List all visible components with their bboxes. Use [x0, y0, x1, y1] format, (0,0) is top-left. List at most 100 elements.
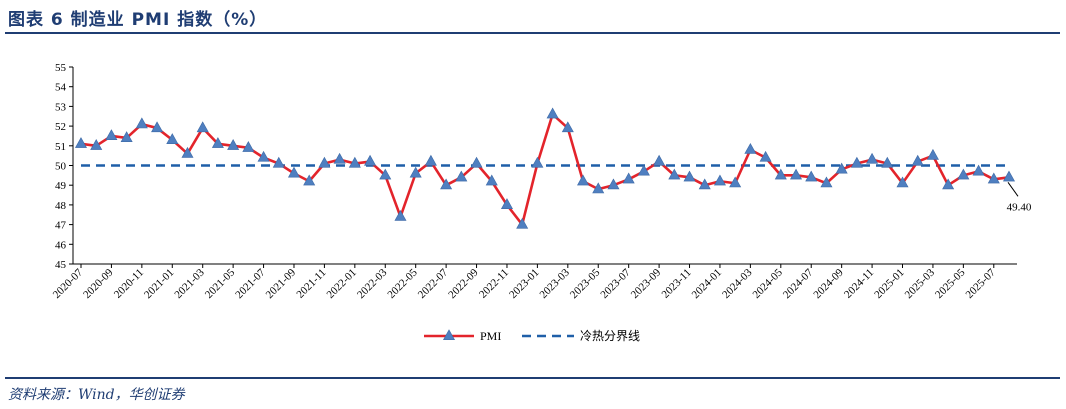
x-tick-label: 2021-05	[203, 266, 238, 301]
pmi-point	[196, 121, 209, 133]
pmi-point	[348, 156, 361, 168]
x-tick-label: 2022-05	[385, 266, 420, 301]
annotation-label: 49.40	[1007, 201, 1032, 213]
pmi-point	[850, 156, 863, 168]
pmi-point	[166, 133, 179, 144]
x-tick-label: 2022-09	[446, 266, 481, 301]
pmi-point	[911, 154, 924, 166]
pmi-point	[668, 168, 681, 180]
pmi-point	[409, 166, 422, 178]
x-tick-label: 2023-05	[568, 266, 603, 301]
pmi-point	[440, 178, 453, 190]
x-tick-label: 2024-11	[842, 267, 876, 301]
pmi-point	[561, 121, 574, 133]
pmi-point	[242, 141, 255, 152]
pmi-point	[181, 146, 194, 158]
x-tick-label: 2024-05	[751, 266, 786, 301]
pmi-point	[257, 150, 270, 162]
x-tick-label: 2022-03	[355, 266, 390, 301]
y-tick-label: 53	[55, 101, 67, 113]
pmi-point	[546, 107, 559, 119]
x-axis: 2020-072020-092020-112021-012021-032021-…	[51, 263, 1017, 301]
legend-marker-pmi	[442, 329, 456, 341]
y-tick-label: 48	[55, 200, 67, 212]
pmi-point	[987, 172, 1000, 184]
pmi-point	[683, 170, 696, 182]
pmi-point	[835, 162, 848, 174]
pmi-point	[211, 137, 224, 148]
series-layer	[74, 107, 1016, 229]
pmi-point	[287, 166, 300, 178]
y-axis: 45 46 47 48 49 50 51 52 53 54 55	[55, 62, 74, 271]
x-tick-label: 2025-03	[903, 266, 938, 301]
y-tick-label: 51	[55, 141, 66, 153]
annotation-layer: 49.40	[1007, 182, 1032, 213]
pmi-point	[1002, 170, 1016, 182]
x-tick-label: 2023-09	[629, 266, 664, 301]
pmi-point	[364, 154, 377, 166]
pmi-point	[790, 168, 803, 180]
pmi-point	[303, 174, 316, 186]
pmi-point	[500, 198, 513, 209]
y-tick-label: 52	[55, 121, 66, 133]
pmi-point	[90, 139, 103, 150]
pmi-point	[105, 129, 118, 141]
legend-label-pmi: PMI	[480, 329, 501, 343]
title-bar: 图表 6 制造业 PMI 指数（%）	[0, 0, 1066, 34]
pmi-point	[318, 156, 331, 168]
pmi-point	[135, 117, 148, 129]
x-tick-label: 2023-03	[538, 266, 573, 301]
pmi-point	[379, 168, 392, 180]
y-tick-label: 50	[55, 161, 67, 173]
x-tick-label: 2025-05	[933, 266, 968, 301]
source-note: 资料来源：Wind，华创证券	[8, 387, 185, 403]
pmi-point	[74, 137, 88, 148]
x-tick-label: 2021-07	[233, 266, 268, 301]
y-tick-label: 46	[55, 239, 67, 251]
source-rule	[5, 377, 1060, 379]
x-tick-label: 2022-11	[477, 267, 511, 301]
legend: PMI 冷热分界线	[424, 329, 640, 343]
pmi-point	[744, 142, 757, 154]
pmi-point	[272, 156, 285, 168]
x-tick-label: 2025-01	[872, 267, 906, 301]
pmi-point	[485, 174, 498, 186]
x-tick-label: 2021-11	[294, 267, 328, 301]
annotation-leader	[1007, 182, 1019, 197]
x-tick-label: 2021-01	[142, 267, 176, 301]
x-tick-label: 2020-11	[112, 267, 146, 301]
pmi-point	[805, 170, 818, 182]
y-tick-label: 49	[55, 180, 67, 192]
pmi-point	[622, 172, 635, 184]
pmi-point	[972, 164, 985, 176]
pmi-point	[957, 168, 970, 180]
x-tick-label: 2024-09	[811, 266, 846, 301]
pmi-point	[759, 150, 772, 162]
x-tick-label: 2024-03	[720, 266, 755, 301]
pmi-point	[881, 156, 894, 168]
x-tick-label: 2023-07	[598, 266, 633, 301]
pmi-point	[866, 152, 879, 164]
pmi-point	[455, 170, 468, 182]
x-tick-label: 2022-01	[325, 267, 359, 301]
x-tick-label: 2024-01	[690, 267, 724, 301]
series-line-pmi	[80, 112, 1010, 226]
y-tick-label: 45	[55, 259, 67, 271]
pmi-point	[151, 121, 164, 133]
y-tick-label: 54	[55, 82, 67, 94]
pmi-point	[729, 176, 742, 188]
pmi-point	[470, 156, 483, 168]
pmi-point	[227, 139, 240, 150]
x-tick-label: 2025-07	[963, 266, 998, 301]
x-tick-label: 2024-07	[781, 266, 816, 301]
x-tick-label: 2020-09	[81, 266, 116, 301]
title-rule	[5, 32, 1060, 34]
pmi-point	[896, 176, 909, 188]
pmi-point	[698, 178, 711, 190]
pmi-point	[424, 154, 437, 166]
y-tick-label: 47	[55, 220, 67, 232]
pmi-point	[333, 152, 346, 164]
x-tick-label: 2021-03	[172, 266, 207, 301]
pmi-point	[637, 164, 650, 176]
